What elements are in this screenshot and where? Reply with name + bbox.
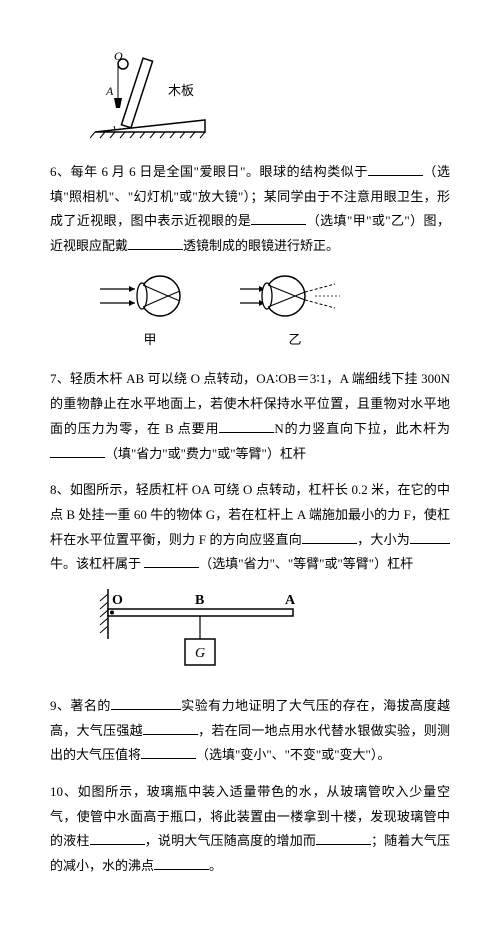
- eye-right-label: 乙: [240, 328, 350, 353]
- q7-blank1: [219, 418, 274, 433]
- eye-right: 乙: [240, 271, 350, 353]
- figure-lever: O B A G: [90, 589, 450, 679]
- question-10: 10、如图所示，玻璃瓶中装入适量带色的水，从玻璃管吹入少量空气，使管中水面高于瓶…: [50, 780, 450, 879]
- q8-blank3: [144, 553, 199, 568]
- eye-left: 甲: [100, 271, 200, 353]
- svg-text:A: A: [105, 84, 114, 98]
- q10-b: ，说明大气压随高度的增加而: [145, 833, 317, 848]
- q6-d: 透镜制成的眼镜进行矫正。: [183, 238, 339, 253]
- question-7: 7、轻质木杆 AB 可以绕 O 点转动，OA∶OB＝3∶1，A 端细线下挂 30…: [50, 367, 450, 466]
- q9-blank1: [111, 695, 181, 710]
- q9-blank2: [143, 720, 198, 735]
- q8-b: ，大小为: [357, 532, 410, 547]
- svg-text:O: O: [114, 50, 123, 63]
- svg-text:G: G: [195, 646, 205, 661]
- question-6: 6、每年 6 月 6 日是全国"爱眼日"。眼球的结构类似于（选填"照相机"、"幻…: [50, 160, 450, 259]
- lever-svg: O B A G: [90, 589, 310, 679]
- q8-d: （选填"省力"、"等臂"或"等臂"）杠杆: [199, 556, 413, 571]
- q10-blank3: [154, 855, 209, 870]
- svg-text:木板: 木板: [168, 83, 194, 98]
- q8-c: 牛。该杠杆属于: [50, 556, 141, 571]
- q6-num: 6、: [50, 164, 71, 179]
- svg-text:O: O: [112, 593, 123, 608]
- q7-b: N的力竖直向下拉，此木杆为: [274, 421, 450, 436]
- eye-right-svg: [240, 271, 350, 326]
- q8-blank1: [302, 529, 357, 544]
- eye-left-label: 甲: [100, 328, 200, 353]
- q10-blank1: [90, 830, 145, 845]
- question-9: 9、著名的实验有力地证明了大气压的存在，海拔高度越高，大气压强越，若在同一地点用…: [50, 694, 450, 768]
- q10-blank2: [316, 830, 371, 845]
- figure-inclined-plane: O A 木板: [90, 50, 450, 145]
- q7-c: （填"省力"或"费力"或"等臂"）杠杆: [105, 446, 306, 461]
- q6-blank3: [128, 235, 183, 250]
- q6-blank1: [368, 161, 423, 176]
- svg-text:A: A: [285, 593, 296, 608]
- q6-a: 每年 6 月 6 日是全国"爱眼日"。眼球的结构类似于: [71, 164, 368, 179]
- eye-left-svg: [100, 271, 200, 326]
- q7-num: 7、: [50, 371, 70, 386]
- question-8: 8、如图所示，轻质杠杆 OA 可绕 O 点转动，杠杆长 0.2 米，在它的中点 …: [50, 478, 450, 577]
- q8-blank2: [410, 529, 450, 544]
- q8-num: 8、: [50, 482, 70, 497]
- q9-d: （选填"变小"、"不变"或"变大"）。: [196, 747, 390, 762]
- svg-text:B: B: [195, 593, 204, 608]
- inclined-plane-svg: O A 木板: [90, 50, 230, 145]
- figure-eyes: 甲 乙: [100, 271, 450, 353]
- q7-blank2: [50, 443, 105, 458]
- q10-d: 。: [209, 858, 222, 873]
- q9-num: 9、: [50, 698, 70, 713]
- q6-blank2: [251, 210, 306, 225]
- q9-a: 著名的: [70, 698, 110, 713]
- q9-blank3: [141, 744, 196, 759]
- q10-num: 10、: [50, 784, 78, 799]
